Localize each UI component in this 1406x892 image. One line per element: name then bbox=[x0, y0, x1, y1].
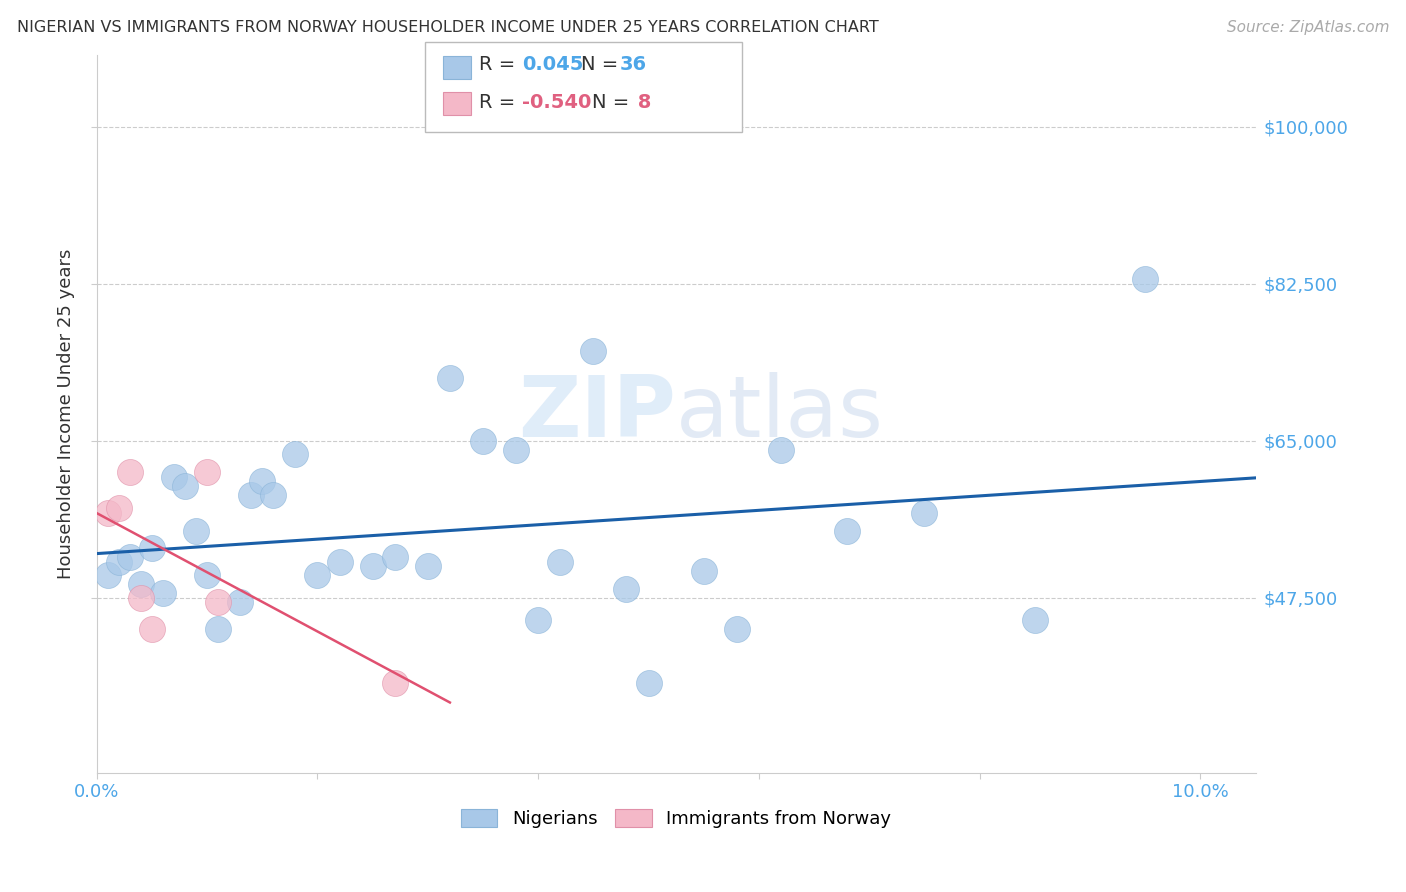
Point bbox=[1024, 613, 1046, 627]
Point bbox=[361, 559, 384, 574]
Text: -0.540: -0.540 bbox=[522, 93, 591, 112]
Text: Source: ZipAtlas.com: Source: ZipAtlas.com bbox=[1226, 20, 1389, 35]
Text: R =: R = bbox=[479, 54, 522, 74]
Point bbox=[416, 559, 439, 574]
Point bbox=[637, 676, 659, 690]
Point bbox=[582, 344, 605, 359]
Point bbox=[384, 676, 406, 690]
Point bbox=[262, 488, 284, 502]
Point bbox=[472, 434, 495, 448]
Point bbox=[195, 568, 218, 582]
Point bbox=[252, 474, 274, 488]
Point bbox=[548, 555, 571, 569]
Point bbox=[328, 555, 350, 569]
Point bbox=[207, 595, 229, 609]
Point bbox=[107, 555, 129, 569]
Point bbox=[107, 501, 129, 516]
Point bbox=[229, 595, 252, 609]
Point bbox=[129, 591, 152, 605]
Text: ZIP: ZIP bbox=[519, 373, 676, 456]
Point bbox=[129, 577, 152, 591]
Text: 8: 8 bbox=[631, 93, 651, 112]
Point bbox=[769, 442, 792, 457]
Point bbox=[195, 465, 218, 479]
Point bbox=[141, 541, 163, 556]
Point bbox=[505, 442, 527, 457]
Text: 36: 36 bbox=[620, 54, 647, 74]
Point bbox=[240, 488, 263, 502]
Point bbox=[184, 524, 207, 538]
Point bbox=[1135, 272, 1157, 286]
Point bbox=[118, 550, 141, 565]
Point bbox=[207, 622, 229, 636]
Point bbox=[914, 506, 936, 520]
Point bbox=[174, 479, 197, 493]
Point bbox=[152, 586, 174, 600]
Text: atlas: atlas bbox=[676, 373, 884, 456]
Text: 0.045: 0.045 bbox=[522, 54, 583, 74]
Point bbox=[141, 622, 163, 636]
Y-axis label: Householder Income Under 25 years: Householder Income Under 25 years bbox=[58, 249, 75, 579]
Point bbox=[284, 447, 307, 461]
Point bbox=[616, 582, 638, 596]
Legend: Nigerians, Immigrants from Norway: Nigerians, Immigrants from Norway bbox=[454, 802, 898, 836]
Point bbox=[118, 465, 141, 479]
Text: NIGERIAN VS IMMIGRANTS FROM NORWAY HOUSEHOLDER INCOME UNDER 25 YEARS CORRELATION: NIGERIAN VS IMMIGRANTS FROM NORWAY HOUSE… bbox=[17, 20, 879, 35]
Point bbox=[837, 524, 859, 538]
Point bbox=[163, 469, 186, 483]
Point bbox=[384, 550, 406, 565]
Point bbox=[97, 506, 120, 520]
Point bbox=[307, 568, 329, 582]
Point bbox=[527, 613, 550, 627]
Point bbox=[97, 568, 120, 582]
Text: N =: N = bbox=[592, 93, 636, 112]
Text: N =: N = bbox=[581, 54, 624, 74]
Point bbox=[693, 564, 716, 578]
Point bbox=[439, 371, 461, 385]
Text: R =: R = bbox=[479, 93, 522, 112]
Point bbox=[725, 622, 748, 636]
